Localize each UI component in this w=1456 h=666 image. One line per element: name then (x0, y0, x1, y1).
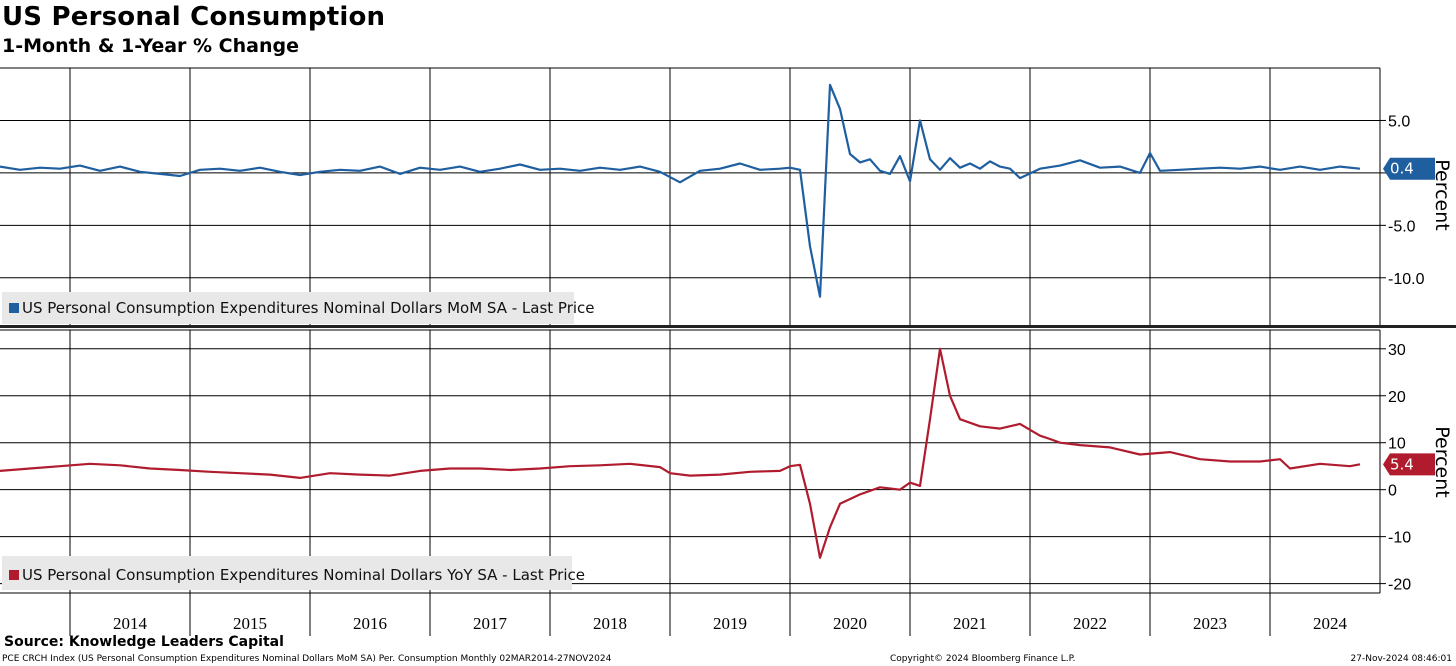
x-tick-label-2023: 2023 (1193, 614, 1227, 633)
yoy-tick-label: 10 (1388, 436, 1406, 453)
yoy-series-line (0, 347, 1361, 559)
mom-y-axis-label: Percent (1431, 159, 1453, 231)
mom-panel: 5.0 -5.0 -10.0 Percent US Personal Consump… (0, 67, 1453, 325)
x-tick-label-2018: 2018 (593, 614, 627, 633)
mom-series-line (0, 83, 1361, 298)
yoy-last-value-badge: 5.4 (1383, 453, 1435, 476)
mom-legend-text: US Personal Consumption Expenditures Nom… (22, 299, 595, 317)
footer-copyright: Copyright© 2024 Bloomberg Finance L.P. (890, 654, 1076, 664)
yoy-panel: 30 20 10 0 -10 -20 Percent US Personal Consum… (0, 329, 1453, 594)
footer-index-info: PCE CRCH Index (US Personal Consumption … (2, 654, 612, 664)
yoy-legend-box (2, 556, 572, 590)
x-tick-label-2019: 2019 (713, 614, 747, 633)
yoy-gridlines (0, 329, 1381, 593)
mom-y-ticks: 5.0 -5.0 -10.0 (1380, 113, 1425, 288)
yoy-y-ticks: 30 20 10 0 -10 -20 (1380, 342, 1411, 594)
yoy-legend-swatch (9, 570, 19, 580)
chart-subtitle: 1-Month & 1-Year % Change (2, 35, 299, 57)
yoy-tick-label: 0 (1388, 483, 1397, 500)
mom-tick-label: 5.0 (1388, 113, 1410, 130)
x-tick-label-2024: 2024 (1313, 614, 1348, 633)
x-tick-label-2017: 2017 (473, 614, 508, 633)
x-tick-label-2015: 2015 (233, 614, 267, 633)
yoy-tick-label: -10 (1388, 530, 1411, 547)
yoy-tick-label: 30 (1388, 342, 1406, 359)
mom-tick-label: -10.0 (1388, 271, 1425, 288)
mom-last-value: 0.4 (1390, 160, 1414, 178)
x-axis: 2014 2015 2016 2017 2018 2019 2020 2021 2022 2023… (0, 592, 1380, 636)
mom-legend-box (2, 292, 574, 324)
x-tick-label-2020: 2020 (833, 614, 867, 633)
mom-gridlines (0, 67, 1381, 325)
mom-tick-label: -5.0 (1388, 218, 1416, 235)
yoy-last-value: 5.4 (1390, 455, 1414, 473)
x-tick-label-2022: 2022 (1073, 614, 1107, 633)
mom-last-value-badge: 0.4 (1383, 157, 1435, 180)
source-note: Source: Knowledge Leaders Capital (4, 634, 284, 650)
panel-divider (0, 325, 1456, 328)
mom-legend-swatch (9, 303, 19, 313)
yoy-tick-label: -20 (1388, 577, 1411, 594)
x-tick-label-2014: 2014 (113, 614, 148, 633)
x-tick-label-2021: 2021 (953, 614, 987, 633)
footer-timestamp: 27-Nov-2024 08:46:01 (1350, 654, 1452, 664)
yoy-tick-label: 20 (1388, 389, 1406, 406)
yoy-legend-text: US Personal Consumption Expenditures Nom… (22, 566, 585, 584)
x-tick-label-2016: 2016 (353, 614, 387, 633)
yoy-y-axis-label: Percent (1431, 426, 1453, 498)
chart-title: US Personal Consumption (2, 2, 386, 32)
